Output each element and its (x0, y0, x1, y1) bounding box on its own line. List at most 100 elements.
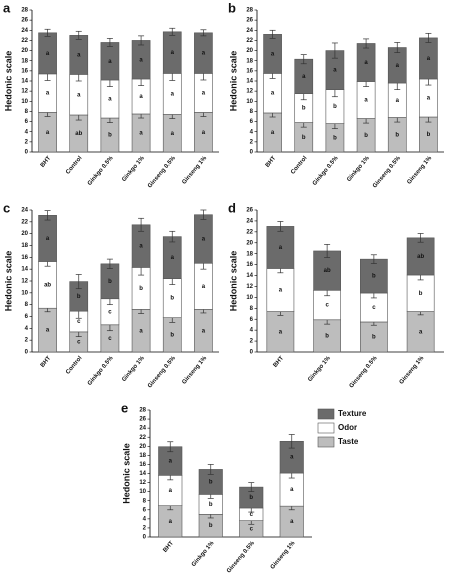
x-tick-label: Ginseng 0.5% (226, 540, 256, 575)
segment-letter: a (202, 90, 206, 96)
y-tick-label: 26 (139, 417, 146, 423)
segment-letter: a (139, 244, 143, 250)
y-tick-label: 12 (246, 284, 253, 290)
x-tick-label: Control (290, 155, 309, 175)
y-tick-label: 0 (250, 150, 254, 156)
y-tick-label: 28 (21, 8, 28, 14)
y-tick-label: 6 (250, 119, 254, 125)
y-axis-label: Hedonic scale (3, 251, 13, 312)
y-tick-label: 20 (139, 444, 146, 450)
y-tick-label: 24 (246, 28, 253, 34)
error-bar (138, 35, 145, 46)
error-bar (425, 32, 432, 43)
y-tick-label: 16 (246, 262, 253, 268)
segment-letter: a (279, 245, 283, 251)
segment-letter: a (290, 519, 294, 525)
segment-letter: b (395, 132, 399, 138)
y-tick-label: 2 (250, 339, 254, 345)
x-tick-label: BHT (40, 155, 53, 169)
x-tick-label: BHT (40, 355, 53, 369)
error-bar (300, 54, 307, 65)
y-tick-label: 20 (246, 240, 253, 246)
segment-letter: a (171, 131, 175, 137)
segment-letter: a (46, 91, 50, 97)
x-tick-label: Ginkgo 0.5% (312, 155, 340, 187)
segment-letter: b (419, 291, 423, 297)
segment-letter: a (171, 92, 175, 98)
bar-segment (266, 311, 295, 353)
y-tick-label: 0 (25, 350, 29, 356)
segment-letter: a (202, 51, 206, 57)
y-tick-label: 24 (21, 208, 28, 214)
x-tick-label: Ginkgo 1% (191, 540, 216, 568)
segment-letter: c (372, 305, 376, 311)
legend-label: Taste (338, 437, 359, 446)
segment-letter: a (396, 63, 400, 69)
y-tick-label: 10 (246, 99, 253, 105)
y-tick-label: 6 (25, 314, 29, 320)
segment-letter: c (77, 319, 81, 325)
bar-segment (266, 226, 295, 269)
error-bar (248, 482, 255, 492)
x-tick-label: Control (65, 355, 84, 375)
segment-letter: b (77, 294, 81, 300)
error-bar (269, 29, 276, 39)
error-bar (75, 274, 82, 290)
segment-letter: ab (44, 282, 51, 288)
segment-letter: ab (417, 254, 424, 260)
x-tick-label: Ginkgo 1% (121, 355, 146, 383)
bar-segment (266, 268, 295, 312)
y-tick-label: 2 (25, 338, 29, 344)
segment-letter: a (271, 51, 275, 57)
y-axis-label: Hedonic scale (228, 51, 238, 112)
y-axis-label: Hedonic scale (121, 443, 131, 504)
error-bar (167, 441, 174, 453)
segment-letter: c (325, 303, 329, 309)
segment-letter: a (139, 328, 143, 334)
error-bar (200, 209, 207, 220)
y-tick-label: 26 (246, 208, 253, 214)
error-bar (207, 464, 214, 475)
y-tick-label: 12 (139, 480, 146, 486)
segment-letter: a (279, 288, 283, 294)
y-tick-label: 18 (246, 251, 253, 257)
y-tick-label: 28 (139, 408, 146, 414)
segment-letter: a (169, 488, 173, 494)
segment-letter: b (249, 495, 253, 501)
x-tick-label: Ginseng 0.5% (349, 355, 379, 390)
segment-letter: a (139, 94, 143, 100)
segment-letter: a (169, 459, 173, 465)
y-tick-label: 8 (250, 306, 254, 312)
segment-letter: b (209, 502, 213, 508)
segment-letter: a (419, 329, 423, 335)
y-tick-label: 14 (246, 273, 253, 279)
x-tick-label: Ginkgo 1% (346, 155, 371, 183)
y-tick-label: 8 (25, 109, 29, 115)
segment-letter: b (333, 135, 337, 141)
x-tick-label: BHT (265, 155, 278, 169)
panel-label: c (3, 200, 10, 215)
y-tick-label: 14 (21, 267, 28, 273)
bar-segment (313, 319, 341, 353)
bar-segment (406, 237, 435, 276)
x-tick-label: BHT (273, 355, 286, 369)
x-tick-label: Ginkgo 0.5% (87, 355, 115, 387)
y-tick-label: 12 (21, 89, 28, 95)
segment-letter: a (139, 131, 143, 137)
segment-letter: a (333, 68, 337, 74)
y-tick-label: 6 (25, 119, 29, 125)
x-tick-label: Control (65, 155, 84, 175)
y-tick-label: 8 (250, 109, 254, 115)
y-tick-label: 20 (246, 48, 253, 54)
segment-letter: a (77, 92, 81, 98)
segment-letter: b (209, 479, 213, 485)
y-tick-label: 20 (21, 48, 28, 54)
y-tick-label: 10 (21, 99, 28, 105)
segment-letter: b (333, 104, 337, 110)
y-tick-label: 10 (139, 489, 146, 495)
segment-letter: a (171, 255, 175, 261)
x-tick-label: Ginkgo 0.5% (87, 155, 115, 187)
y-tick-label: 24 (139, 426, 146, 432)
y-tick-label: 22 (246, 38, 253, 44)
